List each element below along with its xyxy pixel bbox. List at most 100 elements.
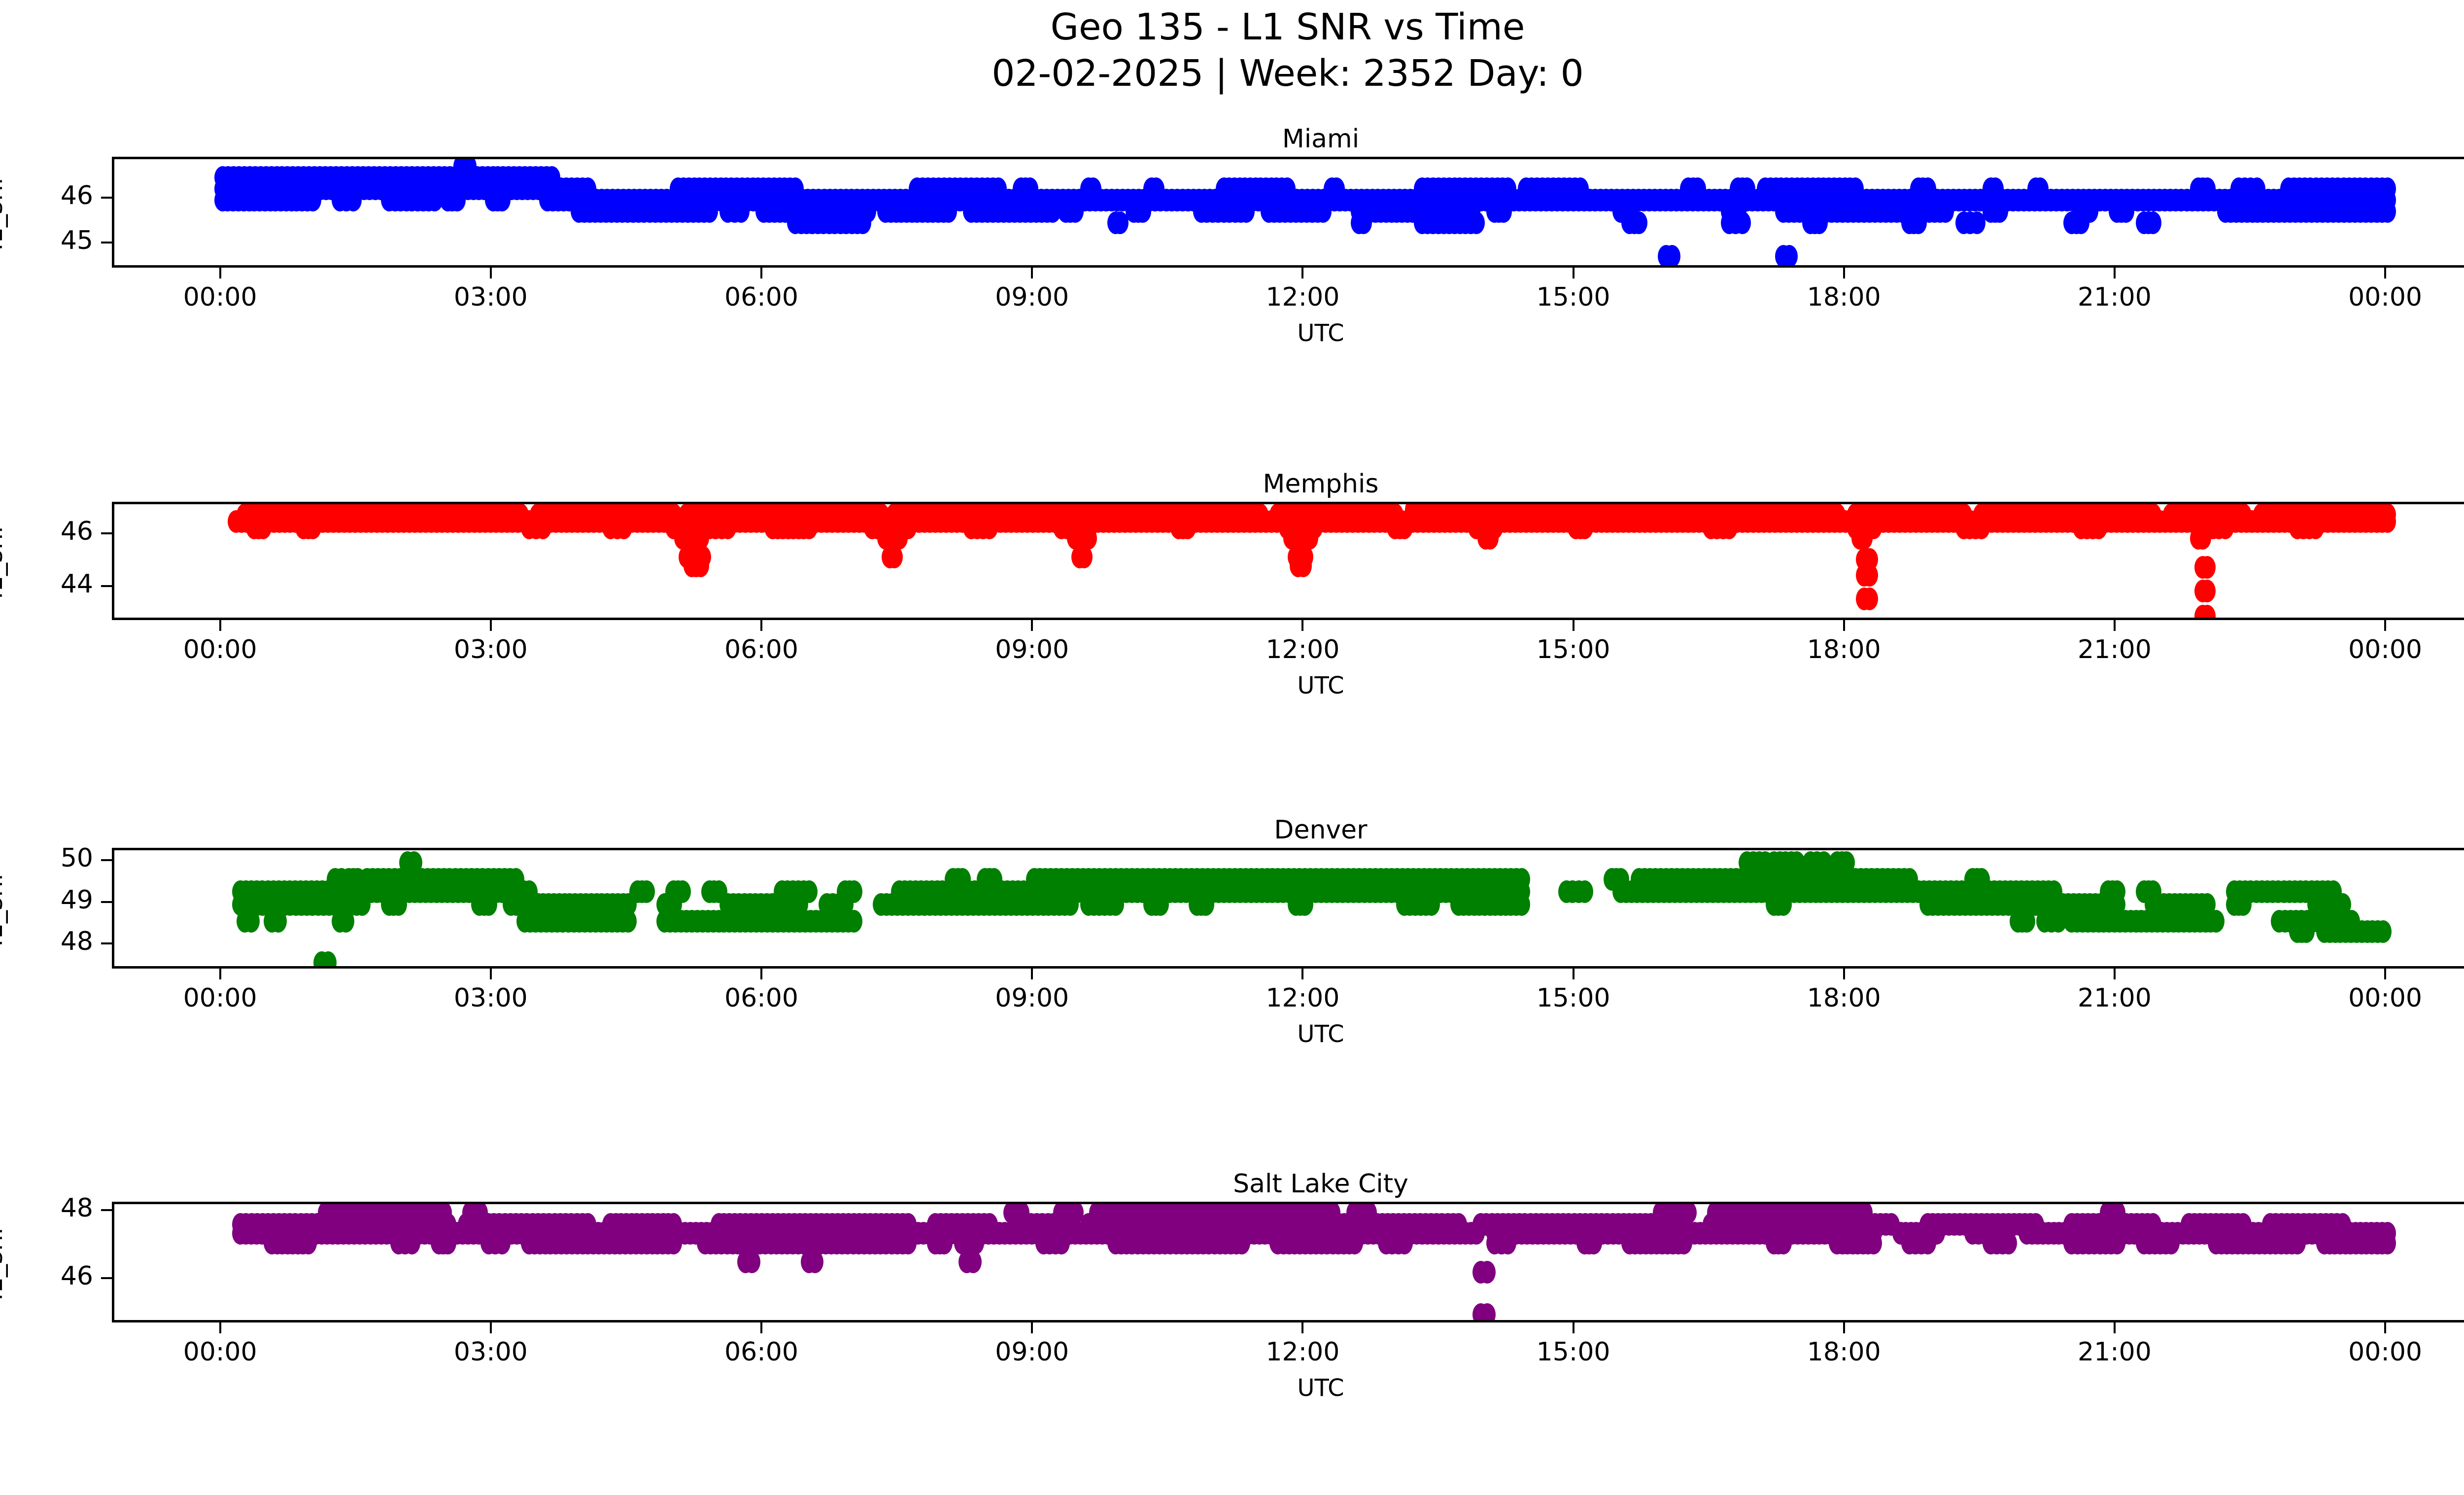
subplot-title-memphis: Memphis	[1263, 469, 1379, 499]
x-tick-mark	[1301, 268, 1304, 278]
x-tick-label: 00:00	[183, 1337, 257, 1367]
data-point	[744, 1251, 761, 1274]
x-axis-label-memphis: UTC	[1297, 672, 1344, 699]
data-point	[620, 909, 637, 933]
data-point	[1734, 211, 1751, 234]
data-point	[2072, 211, 2089, 234]
data-point	[1134, 200, 1151, 223]
x-tick-label: 00:00	[2348, 1337, 2423, 1367]
data-point	[1396, 517, 1413, 539]
x-tick-mark	[1301, 620, 1304, 631]
data-point	[1973, 517, 1990, 539]
data-point	[2000, 1232, 2018, 1255]
data-point	[1481, 527, 1499, 550]
data-point	[964, 1251, 982, 1274]
data-point	[665, 1232, 682, 1255]
x-tick-label: 12:00	[1266, 983, 1340, 1013]
data-point	[1075, 545, 1093, 568]
data-point	[2374, 920, 2392, 943]
data-point	[345, 188, 362, 211]
data-point	[255, 517, 272, 539]
figure-suptitle: Geo 135 - L1 SNR vs Time 02-02-2025 | We…	[0, 4, 2464, 97]
data-point	[1066, 200, 1084, 223]
data-point	[1811, 211, 1828, 234]
data-point	[981, 517, 998, 539]
x-tick-mark	[760, 620, 763, 631]
y-tick-mark	[101, 585, 112, 587]
x-tick-mark	[2384, 969, 2387, 979]
x-tick-label: 09:00	[995, 635, 1069, 664]
data-point	[1664, 245, 1681, 265]
plot-area-miami	[112, 157, 2464, 268]
x-tick-mark	[219, 1322, 221, 1333]
x-tick-label: 15:00	[1536, 983, 1610, 1013]
y-tick-mark	[101, 1209, 112, 1212]
data-point	[1861, 588, 1879, 610]
data-point	[1198, 893, 1215, 916]
data-point	[2379, 510, 2396, 533]
x-tick-mark	[1843, 620, 1845, 631]
x-axis-label-denver: UTC	[1297, 1020, 1344, 1048]
x-tick-mark	[489, 268, 492, 278]
x-tick-mark	[1572, 620, 1574, 631]
data-point	[2018, 909, 2035, 933]
data-point	[1856, 527, 1873, 550]
data-point	[1991, 200, 2008, 223]
x-tick-label: 09:00	[995, 282, 1069, 312]
data-point	[899, 1232, 917, 1255]
data-point	[459, 159, 477, 177]
data-point	[2090, 517, 2108, 539]
y-tick-label: 44	[60, 569, 93, 599]
x-tick-label: 00:00	[183, 635, 257, 664]
plot-area-denver	[112, 848, 2464, 969]
x-tick-mark	[760, 969, 763, 979]
x-tick-mark	[1572, 268, 1574, 278]
data-point	[1346, 1232, 1364, 1255]
y-tick-mark	[101, 196, 112, 199]
data-point	[1720, 517, 1738, 539]
data-point	[1152, 893, 1169, 916]
x-tick-mark	[2113, 1322, 2116, 1333]
y-tick-label: 50	[60, 843, 93, 873]
data-point	[1315, 200, 1332, 223]
x-tick-label: 03:00	[453, 635, 528, 664]
x-tick-mark	[1843, 969, 1845, 979]
data-point	[1937, 200, 1954, 223]
data-point	[1297, 893, 1314, 916]
data-point	[1355, 211, 1372, 234]
data-point	[1910, 211, 1927, 234]
subplot-title-denver: Denver	[1274, 815, 1368, 845]
data-point	[1969, 211, 1986, 234]
y-tick-label: 46	[60, 1261, 93, 1291]
x-tick-mark	[219, 620, 221, 631]
x-tick-mark	[1031, 268, 1033, 278]
plot-area-memphis	[112, 502, 2464, 620]
data-point	[1775, 893, 1792, 916]
x-tick-label: 21:00	[2077, 983, 2152, 1013]
data-point	[1053, 1232, 1070, 1255]
x-tick-label: 00:00	[2348, 635, 2423, 664]
x-tick-mark	[219, 268, 221, 278]
data-point	[2145, 211, 2162, 234]
data-point	[940, 200, 958, 223]
data-point	[243, 909, 260, 933]
data-point	[354, 893, 371, 916]
data-point	[1468, 211, 1485, 234]
data-point	[404, 1232, 421, 1255]
y-tick-label: 49	[60, 885, 93, 915]
data-point	[1513, 893, 1530, 916]
x-tick-label: 21:00	[2077, 282, 2152, 312]
data-point	[800, 517, 818, 539]
x-tick-mark	[489, 620, 492, 631]
data-point	[440, 1232, 457, 1255]
data-point	[1062, 893, 1079, 916]
data-point	[2162, 1232, 2180, 1255]
data-point	[855, 211, 872, 234]
data-point	[1107, 893, 1124, 916]
x-tick-mark	[2113, 620, 2116, 631]
x-axis-label-salt-lake-city: UTC	[1297, 1374, 1344, 1402]
x-tick-mark	[2384, 620, 2387, 631]
data-point	[1495, 200, 1512, 223]
x-tick-mark	[2384, 1322, 2387, 1333]
data-point	[616, 517, 633, 539]
